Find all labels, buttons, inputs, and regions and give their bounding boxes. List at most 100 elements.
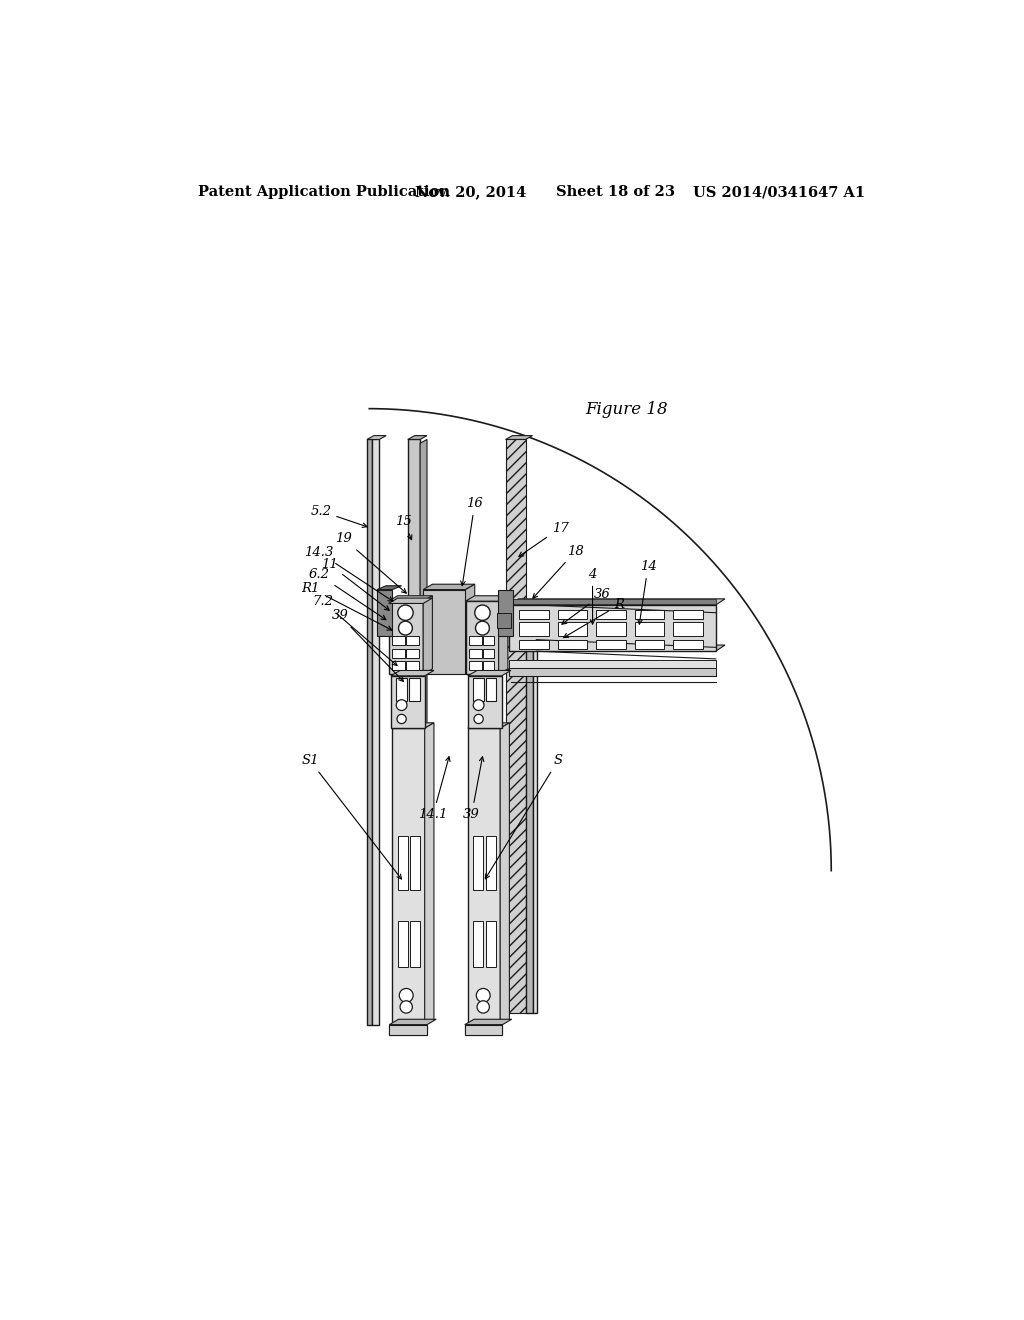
Polygon shape bbox=[388, 601, 423, 675]
Bar bbox=[396, 678, 407, 701]
Bar bbox=[410, 678, 420, 701]
Bar bbox=[526, 605, 534, 1014]
Polygon shape bbox=[420, 440, 427, 1014]
Bar bbox=[674, 610, 702, 619]
Polygon shape bbox=[498, 590, 513, 636]
Circle shape bbox=[400, 1001, 413, 1014]
Polygon shape bbox=[408, 436, 427, 440]
Bar bbox=[596, 640, 626, 649]
Text: 14.3: 14.3 bbox=[304, 546, 393, 601]
Polygon shape bbox=[367, 436, 386, 440]
Polygon shape bbox=[526, 601, 544, 605]
Text: 5.2: 5.2 bbox=[310, 504, 367, 528]
Text: 14: 14 bbox=[638, 560, 656, 624]
Text: 39: 39 bbox=[463, 756, 484, 821]
Bar bbox=[485, 921, 496, 966]
Bar bbox=[469, 661, 481, 671]
Bar bbox=[483, 649, 494, 659]
Bar bbox=[519, 610, 549, 619]
Polygon shape bbox=[499, 595, 508, 675]
Bar bbox=[389, 1024, 427, 1035]
Bar bbox=[397, 921, 408, 966]
Text: 39: 39 bbox=[332, 610, 403, 681]
Polygon shape bbox=[468, 676, 502, 729]
Bar bbox=[483, 636, 494, 645]
Text: R: R bbox=[563, 598, 624, 638]
Text: S: S bbox=[485, 754, 562, 879]
Text: R1: R1 bbox=[301, 582, 392, 630]
Polygon shape bbox=[388, 595, 432, 601]
Text: Sheet 18 of 23: Sheet 18 of 23 bbox=[556, 185, 676, 199]
Bar bbox=[483, 661, 494, 671]
Polygon shape bbox=[468, 723, 509, 729]
Bar bbox=[469, 649, 481, 659]
Text: Nov. 20, 2014: Nov. 20, 2014 bbox=[416, 185, 526, 199]
Polygon shape bbox=[377, 586, 401, 590]
Circle shape bbox=[396, 700, 407, 710]
Text: 36: 36 bbox=[562, 587, 611, 624]
Bar bbox=[558, 610, 587, 619]
Polygon shape bbox=[423, 595, 432, 675]
Circle shape bbox=[397, 714, 407, 723]
Bar bbox=[473, 678, 484, 701]
Bar bbox=[408, 440, 420, 1014]
Text: 15: 15 bbox=[395, 515, 413, 540]
Bar bbox=[473, 836, 483, 890]
Bar bbox=[407, 636, 419, 645]
Polygon shape bbox=[389, 1024, 427, 1035]
Polygon shape bbox=[509, 605, 716, 651]
Text: 7.2: 7.2 bbox=[312, 595, 397, 665]
Bar bbox=[558, 640, 587, 649]
Polygon shape bbox=[423, 585, 475, 590]
Text: 16: 16 bbox=[461, 496, 483, 586]
Circle shape bbox=[398, 622, 413, 635]
Polygon shape bbox=[392, 729, 425, 1024]
Circle shape bbox=[474, 714, 483, 723]
Polygon shape bbox=[466, 595, 508, 601]
Bar bbox=[635, 610, 665, 619]
Polygon shape bbox=[509, 645, 725, 651]
Bar bbox=[674, 622, 702, 636]
Text: 14.1: 14.1 bbox=[419, 756, 450, 821]
Bar bbox=[465, 1024, 503, 1035]
Bar bbox=[519, 640, 549, 649]
Bar bbox=[407, 649, 419, 659]
Text: 18: 18 bbox=[532, 545, 584, 598]
Bar bbox=[506, 440, 525, 1014]
Circle shape bbox=[475, 605, 490, 620]
Bar bbox=[392, 661, 404, 671]
Bar bbox=[596, 622, 626, 636]
Bar bbox=[534, 605, 538, 1014]
Circle shape bbox=[477, 1001, 489, 1014]
Bar bbox=[392, 636, 404, 645]
Bar bbox=[596, 610, 626, 619]
Polygon shape bbox=[423, 590, 466, 675]
Polygon shape bbox=[509, 599, 716, 605]
Polygon shape bbox=[392, 723, 434, 729]
Bar bbox=[367, 440, 373, 1024]
Polygon shape bbox=[465, 1019, 512, 1024]
Polygon shape bbox=[497, 612, 511, 628]
Bar bbox=[469, 636, 481, 645]
Text: 4: 4 bbox=[589, 568, 597, 624]
Bar bbox=[373, 440, 379, 1024]
Circle shape bbox=[397, 605, 413, 620]
Circle shape bbox=[473, 700, 484, 710]
Text: 11: 11 bbox=[321, 557, 389, 610]
Bar bbox=[635, 622, 665, 636]
Polygon shape bbox=[509, 668, 716, 676]
Circle shape bbox=[476, 989, 490, 1002]
Polygon shape bbox=[465, 1024, 503, 1035]
Polygon shape bbox=[466, 585, 475, 675]
Bar bbox=[407, 661, 419, 671]
Polygon shape bbox=[377, 590, 392, 636]
Bar bbox=[473, 921, 483, 966]
Bar bbox=[397, 836, 408, 890]
Bar bbox=[519, 622, 549, 636]
Bar bbox=[410, 921, 420, 966]
Polygon shape bbox=[506, 436, 532, 440]
Text: US 2014/0341647 A1: US 2014/0341647 A1 bbox=[692, 185, 865, 199]
Bar bbox=[410, 836, 420, 890]
Bar bbox=[392, 649, 404, 659]
Polygon shape bbox=[466, 601, 499, 675]
